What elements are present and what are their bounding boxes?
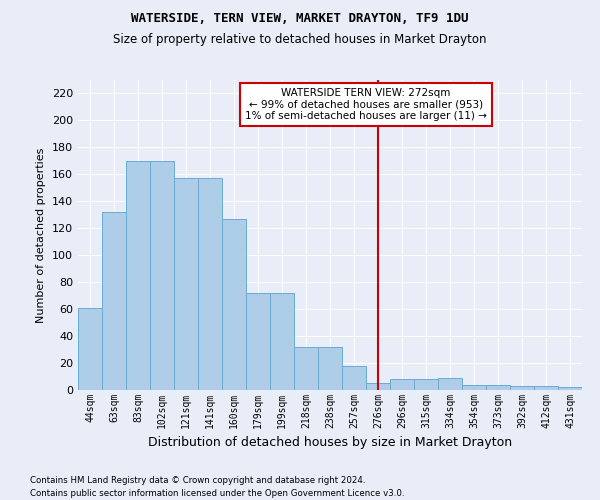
Y-axis label: Number of detached properties: Number of detached properties (37, 148, 46, 322)
X-axis label: Distribution of detached houses by size in Market Drayton: Distribution of detached houses by size … (148, 436, 512, 450)
Bar (102, 212, 126, 390)
Bar (438, 378, 462, 390)
Bar (198, 178, 222, 390)
Bar (342, 366, 366, 390)
Bar (510, 386, 534, 390)
Bar (294, 347, 318, 390)
Text: Size of property relative to detached houses in Market Drayton: Size of property relative to detached ho… (113, 32, 487, 46)
Text: WATERSIDE, TERN VIEW, MARKET DRAYTON, TF9 1DU: WATERSIDE, TERN VIEW, MARKET DRAYTON, TF… (131, 12, 469, 26)
Bar (534, 386, 558, 390)
Bar (366, 384, 390, 390)
Bar (486, 384, 510, 390)
Bar (222, 219, 246, 390)
Text: Contains public sector information licensed under the Open Government Licence v3: Contains public sector information licen… (30, 488, 404, 498)
Bar (174, 178, 198, 390)
Bar (126, 161, 150, 390)
Bar (390, 379, 414, 390)
Text: WATERSIDE TERN VIEW: 272sqm
← 99% of detached houses are smaller (953)
1% of sem: WATERSIDE TERN VIEW: 272sqm ← 99% of det… (245, 88, 487, 122)
Bar (270, 293, 294, 390)
Bar (558, 388, 582, 390)
Bar (414, 379, 438, 390)
Bar (318, 347, 342, 390)
Bar (150, 161, 174, 390)
Bar (462, 384, 486, 390)
Bar (246, 293, 270, 390)
Bar (78, 308, 102, 390)
Text: Contains HM Land Registry data © Crown copyright and database right 2024.: Contains HM Land Registry data © Crown c… (30, 476, 365, 485)
